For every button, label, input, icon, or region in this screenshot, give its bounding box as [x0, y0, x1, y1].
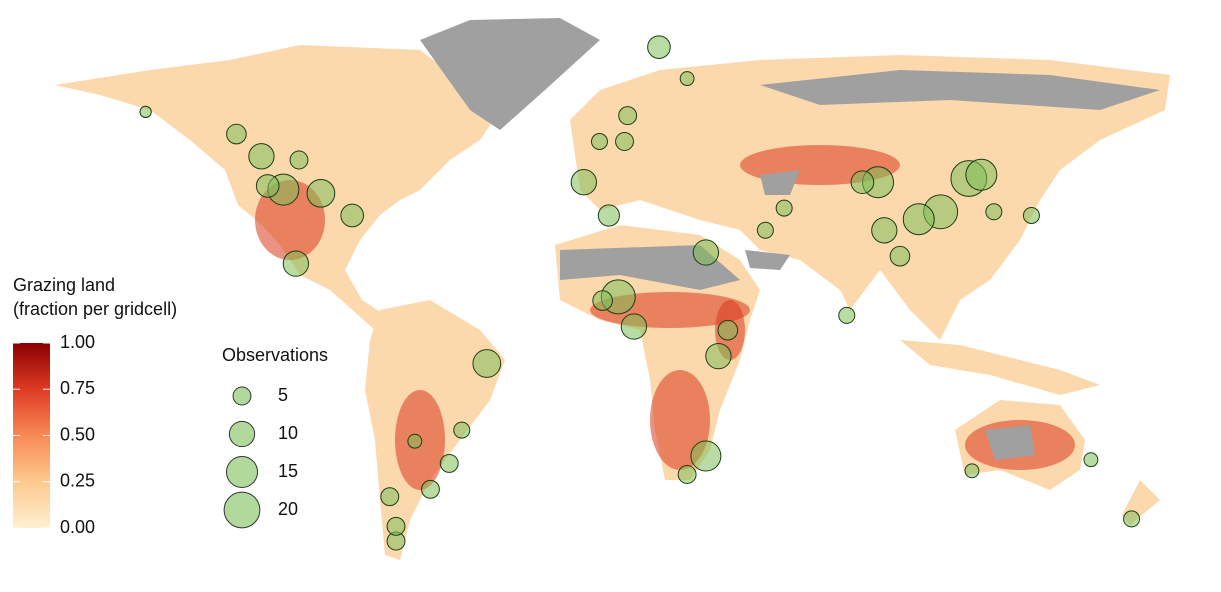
- size-label: 5: [278, 385, 288, 405]
- size-key: [232, 386, 252, 406]
- observation: [226, 123, 247, 145]
- observation: [647, 35, 671, 59]
- observation: [380, 487, 400, 507]
- observation: [615, 132, 634, 151]
- legend-title: Grazing land: [13, 275, 115, 295]
- size-label: 10: [278, 423, 298, 443]
- observation: [677, 465, 697, 484]
- observation: [407, 433, 423, 449]
- observation: [248, 143, 275, 170]
- observation: [289, 150, 309, 170]
- observation: [889, 245, 911, 267]
- observation: [717, 319, 739, 341]
- observation: [618, 106, 638, 126]
- size-legend-title: Observations: [222, 345, 328, 365]
- size-label: 20: [278, 499, 298, 519]
- observation: [705, 342, 732, 370]
- size-key: [226, 456, 258, 488]
- colorbar-label: 0.50: [60, 424, 95, 444]
- observation: [592, 290, 613, 311]
- colorbar-label: 0.75: [60, 378, 95, 398]
- observation: [838, 306, 856, 324]
- observation: [386, 516, 406, 536]
- observation: [255, 174, 280, 198]
- observation: [964, 463, 980, 479]
- observation: [965, 158, 998, 191]
- observation: [439, 453, 459, 473]
- observation: [597, 204, 620, 227]
- observation: [421, 479, 440, 499]
- colorbar-label: 0.25: [60, 471, 95, 491]
- observation: [756, 221, 774, 239]
- legend-title: (fraction per gridcell): [13, 299, 177, 319]
- size-label: 15: [278, 461, 298, 481]
- size-key: [228, 420, 256, 448]
- observation: [620, 313, 648, 340]
- observation: [340, 203, 365, 228]
- observation: [590, 133, 608, 150]
- observation: [1123, 510, 1141, 528]
- observation: [850, 170, 875, 195]
- observation: [570, 169, 597, 196]
- size-key: [223, 491, 261, 529]
- colorbar-label: 1.00: [60, 332, 95, 352]
- observation: [692, 239, 720, 266]
- observation: [690, 440, 722, 472]
- observation: [1083, 452, 1099, 468]
- observation: [472, 349, 502, 378]
- observation: [985, 203, 1003, 221]
- observation: [306, 178, 336, 208]
- observation: [139, 105, 152, 119]
- colorbar-label: 0.00: [60, 517, 95, 537]
- observation: [871, 217, 898, 244]
- observation: [282, 250, 310, 277]
- observation: [679, 71, 695, 87]
- observation: [902, 203, 935, 236]
- observation: [775, 199, 793, 217]
- observation: [453, 421, 471, 439]
- land: [55, 18, 1170, 560]
- observation: [1022, 207, 1040, 224]
